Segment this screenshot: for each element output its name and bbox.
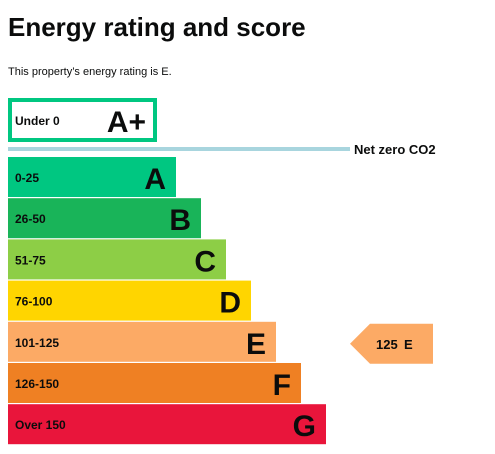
band-aplus-letter: A+ (107, 106, 146, 139)
current-rating-arrow (350, 323, 433, 364)
band-f-letter: F (273, 369, 291, 402)
rating-summary: This property’s energy rating is E. (8, 66, 172, 78)
band-c-letter: C (194, 245, 216, 278)
band-c-range: 51-75 (15, 253, 46, 267)
band-a-range: 0-25 (15, 171, 39, 185)
band-a-bar (8, 157, 176, 197)
current-score-value: 125 (376, 337, 398, 352)
band-c-bar (8, 239, 226, 280)
band-f-bar (8, 363, 301, 403)
band-g-range: Over 150 (15, 418, 66, 432)
band-b-bar (8, 198, 201, 239)
band-d-range: 76-100 (15, 295, 53, 309)
band-d-letter: D (219, 287, 241, 320)
band-b-range: 26-50 (15, 212, 46, 226)
band-b-letter: B (169, 204, 191, 237)
band-g-bar (8, 404, 326, 445)
band-aplus-box (8, 98, 157, 142)
band-e-letter: E (246, 328, 266, 361)
band-aplus-range: Under 0 (15, 114, 60, 128)
band-f-range: 126-150 (15, 377, 59, 391)
page-title: Energy rating and score (8, 12, 306, 42)
net-zero-label: Net zero CO2 (354, 142, 436, 157)
band-e-range: 101-125 (15, 336, 59, 350)
current-score-letter: E (404, 337, 413, 352)
band-d-bar (8, 280, 251, 321)
band-a-letter: A (144, 163, 166, 196)
band-e-bar (8, 321, 276, 362)
band-g-letter: G (293, 410, 316, 443)
